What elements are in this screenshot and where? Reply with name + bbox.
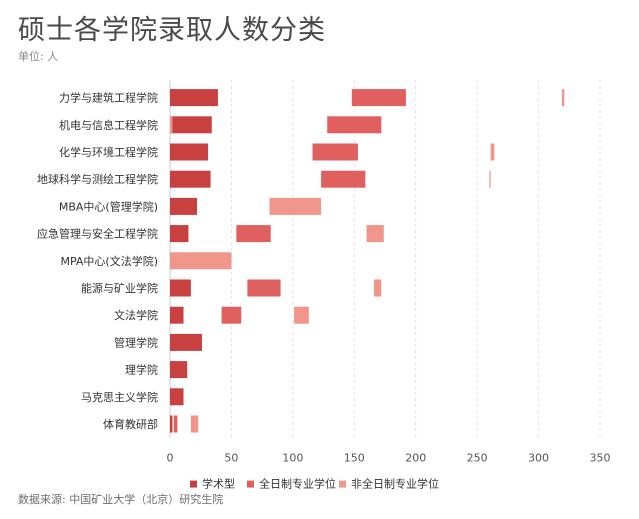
- category-label: 体育教研部: [103, 417, 158, 431]
- bar-segment: [190, 415, 199, 433]
- legend-swatch: [190, 480, 197, 488]
- bar-segment: [170, 415, 173, 433]
- bar-segment: [351, 89, 406, 107]
- bar-segment: [170, 388, 184, 406]
- bar-segment: [173, 415, 178, 433]
- category-label: 机电与信息工程学院: [59, 118, 158, 132]
- bar-segment: [321, 170, 366, 188]
- category-label: 力学与建筑工程学院: [59, 91, 158, 105]
- bar-segment: [170, 170, 211, 188]
- bar-segment: [221, 306, 242, 324]
- data-source-note: 数据来源: 中国矿业大学（北京）研究生院: [18, 493, 224, 506]
- x-axis-ticks: 0 50 100 150 200 250 300 350: [167, 452, 611, 465]
- bar-segment: [489, 170, 491, 188]
- grid-lines: [169, 80, 601, 438]
- x-tick-label: 350: [590, 452, 611, 465]
- x-tick-label: 250: [467, 452, 488, 465]
- bar-segment: [170, 116, 173, 134]
- x-tick-label: 300: [528, 452, 549, 465]
- x-tick-label: 200: [405, 452, 426, 465]
- bar-segment: [170, 197, 198, 215]
- category-label: 理学院: [125, 363, 158, 377]
- bars: [170, 89, 565, 433]
- category-label: 管理学院: [114, 335, 158, 349]
- category-label: MPA中心(文法学院): [60, 254, 158, 268]
- bar-segment: [170, 143, 209, 161]
- bar-segment: [373, 279, 382, 297]
- bar-segment: [170, 116, 212, 134]
- legend: 学术型 全日制专业学位 非全日制专业学位: [190, 477, 439, 491]
- bar-segment: [561, 89, 565, 107]
- bar-segment: [247, 279, 281, 297]
- category-label: 能源与矿业学院: [81, 281, 158, 295]
- legend-swatch: [247, 480, 254, 488]
- x-tick-label: 100: [282, 452, 303, 465]
- bar-segment: [170, 306, 184, 324]
- bar-segment: [294, 306, 309, 324]
- category-label: 应急管理与安全工程学院: [37, 227, 158, 241]
- legend-label: 非全日制专业学位: [351, 477, 439, 491]
- bar-segment: [170, 225, 189, 243]
- legend-swatch: [339, 480, 346, 488]
- bar-segment: [327, 116, 382, 134]
- category-label: 马克思主义学院: [81, 390, 158, 404]
- bar-segment: [170, 361, 188, 379]
- bar-segment: [490, 143, 495, 161]
- chart-title: 硕士各学院录取人数分类: [18, 15, 326, 46]
- bar-segment: [269, 197, 322, 215]
- category-label: 文法学院: [114, 308, 158, 322]
- legend-label: 学术型: [202, 477, 235, 491]
- bar-segment: [366, 225, 384, 243]
- x-tick-label: 50: [224, 452, 238, 465]
- x-tick-label: 0: [167, 452, 174, 465]
- x-tick-label: 150: [344, 452, 365, 465]
- bar-segment: [170, 279, 191, 297]
- bar-segment: [312, 143, 358, 161]
- bar-segment: [170, 333, 202, 351]
- category-label: MBA中心(管理学院): [59, 199, 158, 213]
- category-label: 化学与环境工程学院: [59, 145, 158, 159]
- category-label: 地球科学与测绘工程学院: [37, 172, 158, 186]
- bar-segment: [170, 252, 232, 270]
- bar-segment: [170, 89, 218, 107]
- unit-label: 单位: 人: [18, 50, 59, 63]
- bar-segment: [236, 225, 271, 243]
- legend-label: 全日制专业学位: [259, 477, 336, 491]
